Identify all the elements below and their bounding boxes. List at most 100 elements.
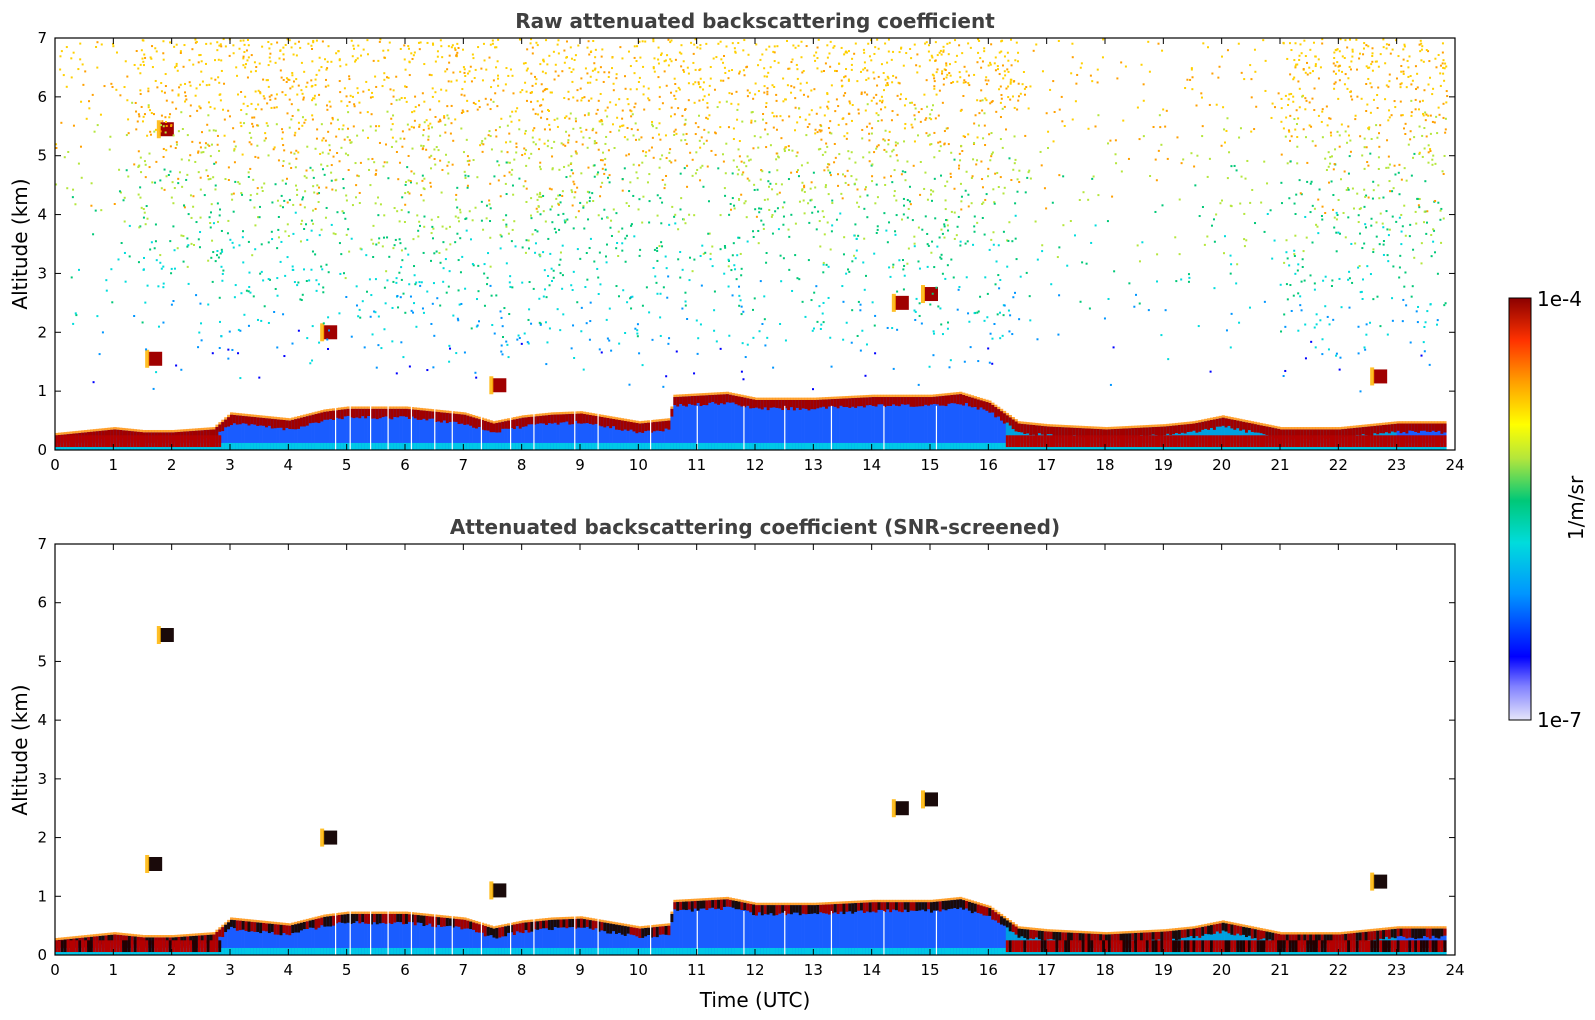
noise-pixel xyxy=(742,310,745,313)
heatmap-cell xyxy=(810,442,814,450)
noise-pixel xyxy=(939,307,942,310)
heatmap-cell xyxy=(1186,435,1190,448)
heatmap-cell xyxy=(177,429,181,432)
heatmap-cell xyxy=(186,428,190,432)
heatmap-cell xyxy=(571,411,575,414)
heatmap-cell xyxy=(865,442,870,450)
heatmap-cell xyxy=(477,419,482,450)
noise-pixel xyxy=(548,284,551,287)
heatmap-cell xyxy=(227,417,231,450)
noise-pixel xyxy=(1335,218,1338,221)
noise-pixel xyxy=(457,220,460,223)
noise-pixel xyxy=(815,51,818,54)
noise-pixel xyxy=(1304,97,1307,100)
noise-pixel xyxy=(513,220,516,223)
noise-pixel xyxy=(630,224,633,227)
noise-pixel xyxy=(1263,300,1266,303)
heatmap-cell xyxy=(562,414,566,423)
heatmap-cell xyxy=(935,394,940,397)
heatmap-cell xyxy=(270,418,275,450)
noise-pixel xyxy=(904,171,907,174)
heatmap-cell xyxy=(670,408,674,450)
noise-pixel xyxy=(593,140,596,143)
noise-pixel xyxy=(630,296,633,299)
noise-pixel xyxy=(1081,261,1084,264)
noise-pixel xyxy=(959,240,962,243)
heatmap-cell xyxy=(486,421,490,431)
noise-pixel xyxy=(541,70,544,73)
heatmap-cell xyxy=(979,442,983,450)
heatmap-cell xyxy=(953,394,957,404)
noise-pixel xyxy=(617,230,620,233)
heatmap-cell xyxy=(489,422,493,433)
noise-pixel xyxy=(917,383,920,386)
heatmap-cell xyxy=(200,435,205,448)
heatmap-cell xyxy=(1393,421,1397,424)
heatmap-cell xyxy=(932,394,937,397)
heatmap-cell xyxy=(696,442,700,450)
noise-pixel xyxy=(135,50,138,53)
heatmap-cell xyxy=(562,411,566,415)
heatmap-cell xyxy=(1204,421,1208,429)
noise-pixel xyxy=(725,100,728,103)
noise-pixel xyxy=(597,292,600,295)
noise-pixel xyxy=(538,165,541,168)
heatmap-cell xyxy=(270,418,275,429)
noise-pixel xyxy=(722,79,725,82)
noise-pixel xyxy=(682,218,685,221)
noise-pixel xyxy=(245,113,248,116)
noise-pixel xyxy=(1438,113,1441,116)
noise-pixel xyxy=(494,92,497,95)
noise-pixel xyxy=(815,285,818,288)
noise-pixel xyxy=(1308,101,1311,104)
noise-pixel xyxy=(233,140,236,143)
noise-pixel xyxy=(303,206,306,209)
heatmap-cell xyxy=(766,397,770,400)
noise-pixel xyxy=(1393,100,1396,103)
heatmap-cell xyxy=(1107,426,1112,430)
noise-pixel xyxy=(635,88,638,91)
noise-pixel xyxy=(509,285,512,288)
data-gap xyxy=(434,405,436,450)
noise-pixel xyxy=(530,214,533,217)
noise-pixel xyxy=(646,181,649,184)
noise-pixel xyxy=(1280,181,1283,184)
noise-pixel xyxy=(1319,319,1322,322)
noise-pixel xyxy=(224,45,227,48)
noise-pixel xyxy=(518,177,521,180)
noise-pixel xyxy=(422,311,425,314)
heatmap-cell xyxy=(157,429,161,433)
noise-pixel xyxy=(213,162,216,165)
heatmap-cell xyxy=(145,429,149,433)
heatmap-cell xyxy=(180,435,184,448)
heatmap-cell xyxy=(571,442,575,450)
heatmap-cell xyxy=(553,412,557,415)
noise-pixel xyxy=(1200,92,1203,95)
heatmap-cell xyxy=(1102,426,1106,430)
noise-pixel xyxy=(732,138,735,141)
noise-pixel xyxy=(55,183,58,186)
heatmap-cell xyxy=(860,442,864,450)
noise-pixel xyxy=(211,280,214,283)
noise-pixel xyxy=(1167,358,1170,361)
noise-pixel xyxy=(988,133,991,136)
noise-pixel xyxy=(270,94,273,97)
heatmap-cell xyxy=(375,406,380,409)
noise-pixel xyxy=(813,206,816,209)
noise-pixel xyxy=(725,142,728,145)
noise-pixel xyxy=(430,154,433,157)
heatmap-cell xyxy=(906,397,910,405)
heatmap-cell xyxy=(556,412,560,415)
heatmap-cell xyxy=(626,442,630,450)
noise-pixel xyxy=(377,196,380,199)
heatmap-cell xyxy=(442,410,447,413)
noise-pixel xyxy=(1395,77,1398,80)
noise-pixel xyxy=(1387,85,1390,88)
heatmap-cell xyxy=(247,416,251,426)
noise-pixel xyxy=(180,111,183,114)
noise-pixel xyxy=(901,259,904,262)
noise-pixel xyxy=(1385,84,1388,87)
heatmap-cell xyxy=(941,393,945,396)
noise-pixel xyxy=(200,70,203,73)
